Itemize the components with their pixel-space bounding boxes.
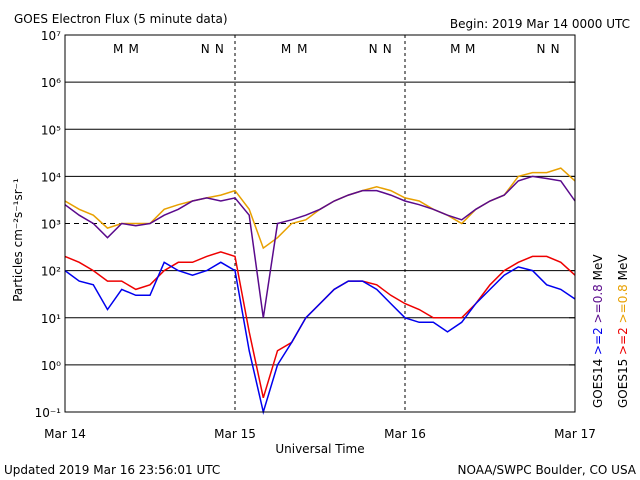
y-tick-label: 10³ [41,218,61,232]
x-tick-label: Mar 16 [384,427,426,441]
annotation: M [465,42,475,56]
annotation: M [297,42,307,56]
series-line [64,175,576,318]
annotation: N [537,42,546,56]
y-tick-label: 10⁰ [41,359,61,373]
annotation: M [450,42,460,56]
annotation: N [551,42,560,56]
chart-title: GOES Electron Flux (5 minute data) [14,12,228,26]
annotation: N [201,42,210,56]
y-tick-label: 10¹ [41,312,61,326]
legend-entry: >=0.8 [591,284,605,323]
y-axis-label: Particles cm⁻²s⁻¹sr⁻¹ [11,178,25,302]
y-tick-label: 10⁷ [41,29,61,43]
annotation: M [281,42,291,56]
legend-satellite: GOES15 [616,359,630,408]
begin-label: Begin: 2019 Mar 14 0000 UTC [450,17,630,31]
updated-label: Updated 2019 Mar 16 23:56:01 UTC [4,463,220,477]
x-tick-label: Mar 15 [214,427,256,441]
y-tick-label: 10⁴ [41,170,61,184]
legend-entry: >=0.8 [616,284,630,323]
annotation: N [215,42,224,56]
legend-satellite: GOES14 [591,359,605,408]
y-tick-label: 10⁶ [41,76,61,90]
legend-entry: >=2 [616,327,630,355]
credit-label: NOAA/SWPC Boulder, CO USA [458,463,637,477]
legend-unit: MeV [616,254,630,281]
annotation: M [113,42,123,56]
x-axis-label: Universal Time [275,442,364,456]
y-tick-label: 10⁻¹ [35,406,62,420]
y-tick-label: 10² [41,265,61,279]
annotation: N [383,42,392,56]
x-tick-label: Mar 14 [44,427,86,441]
annotation: M [129,42,139,56]
y-tick-label: 10⁵ [41,123,61,137]
legend-entry: >=2 [591,327,605,355]
x-tick-label: Mar 17 [554,427,596,441]
plot-frame [64,34,576,413]
legend: GOES15 >=2 >=0.8 MeV [616,254,630,408]
legend: GOES14 >=2 >=0.8 MeV [591,254,605,408]
series-line [64,261,576,415]
annotation: N [369,42,378,56]
legend-unit: MeV [591,254,605,281]
